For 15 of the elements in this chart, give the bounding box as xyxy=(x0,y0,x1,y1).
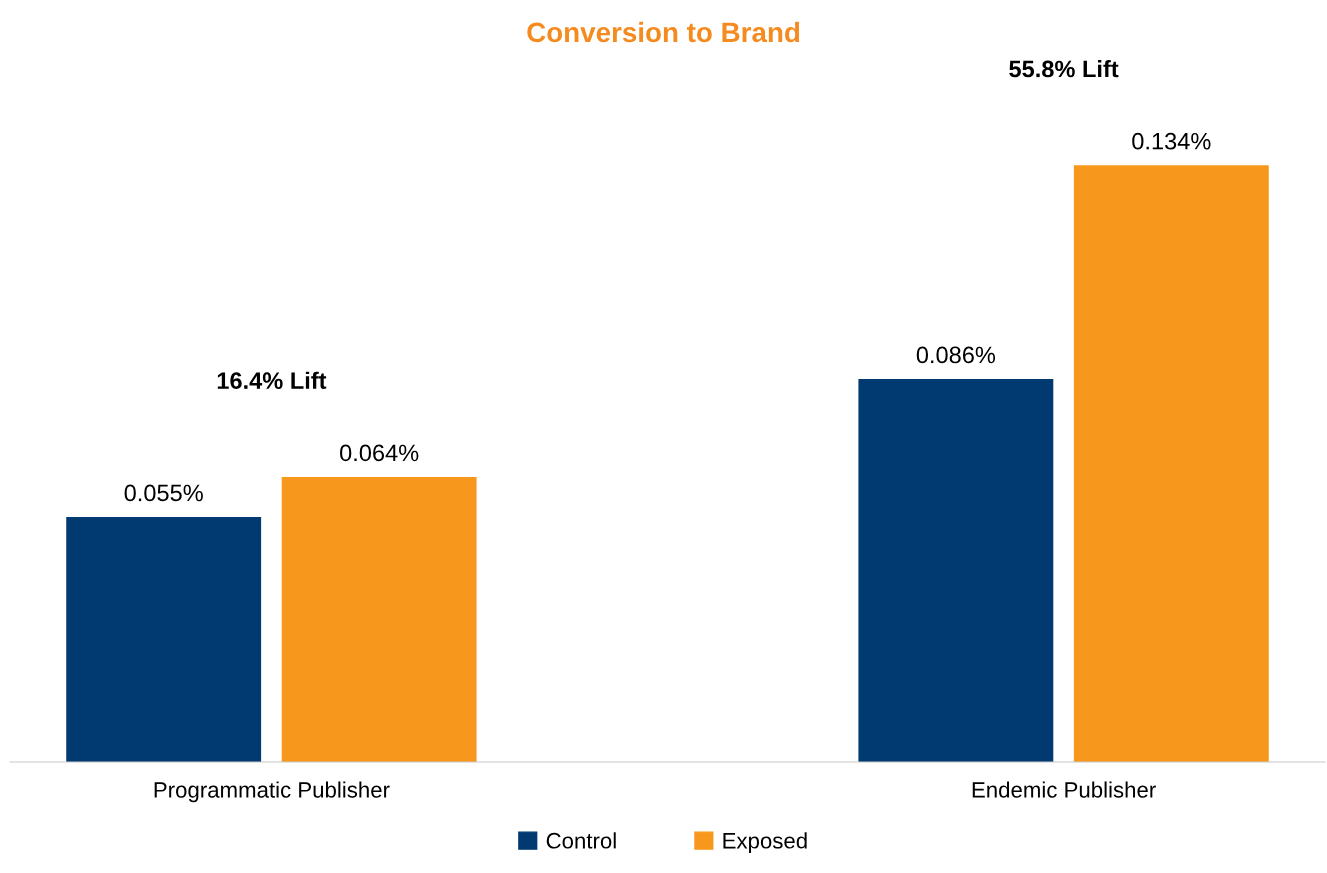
x-tick-label: Programmatic Publisher xyxy=(154,781,390,803)
bar xyxy=(858,379,1054,762)
chart-title: Conversion to Brand xyxy=(527,21,800,43)
bar xyxy=(281,477,477,762)
text: 55.8% Lift xyxy=(1009,59,1119,78)
data-label: 0.086% xyxy=(916,346,996,364)
data-label: 0.064% xyxy=(340,444,419,462)
legend-label: Exposed xyxy=(723,832,807,853)
data-label: 0.055% xyxy=(124,484,203,502)
x-tick-label: Endemic Publisher xyxy=(972,781,1156,798)
legend-label: Control xyxy=(546,832,616,849)
data-label: 0.134% xyxy=(1132,132,1211,150)
bar xyxy=(1073,165,1269,762)
annotation: 16.4% Lift xyxy=(217,371,327,390)
bar xyxy=(66,517,262,762)
